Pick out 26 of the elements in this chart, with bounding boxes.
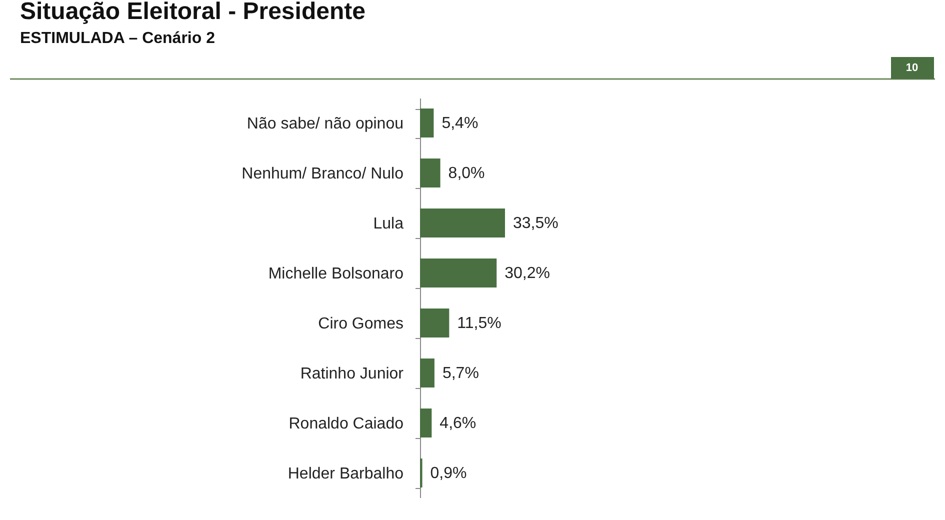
bar bbox=[420, 408, 432, 438]
bar bbox=[420, 158, 440, 188]
y-tick-label: Ronaldo Caiado bbox=[288, 416, 404, 432]
y-tick-label: Michelle Bolsonaro bbox=[268, 266, 404, 282]
bar bbox=[420, 208, 505, 238]
text: Situação Eleitoral - Presidente bbox=[20, 0, 366, 25]
y-tick-label: Ciro Gomes bbox=[318, 316, 404, 332]
text: 10 bbox=[906, 62, 918, 74]
y-tick-label: Ratinho Junior bbox=[300, 366, 404, 382]
data-label: 33,5% bbox=[513, 215, 558, 232]
data-label: 30,2% bbox=[504, 265, 550, 282]
y-tick-label: Lula bbox=[373, 216, 404, 232]
bar bbox=[420, 358, 434, 388]
bar bbox=[420, 258, 497, 288]
data-label: 5,4% bbox=[442, 115, 478, 132]
data-label: 8,0% bbox=[448, 165, 485, 182]
y-tick-label: Não sabe/ não opinou bbox=[246, 116, 404, 132]
text: ESTIMULADA – Cenário 2 bbox=[20, 30, 216, 47]
y-tick-label: Helder Barbalho bbox=[288, 466, 404, 482]
y-tick-label: Nenhum/ Branco/ Nulo bbox=[242, 166, 404, 182]
data-label: 0,9% bbox=[430, 465, 467, 482]
bar bbox=[420, 108, 434, 138]
data-label: 11,5% bbox=[457, 315, 502, 332]
data-label: 4,6% bbox=[440, 415, 476, 432]
data-label: 5,7% bbox=[442, 365, 479, 382]
bar bbox=[420, 308, 450, 338]
